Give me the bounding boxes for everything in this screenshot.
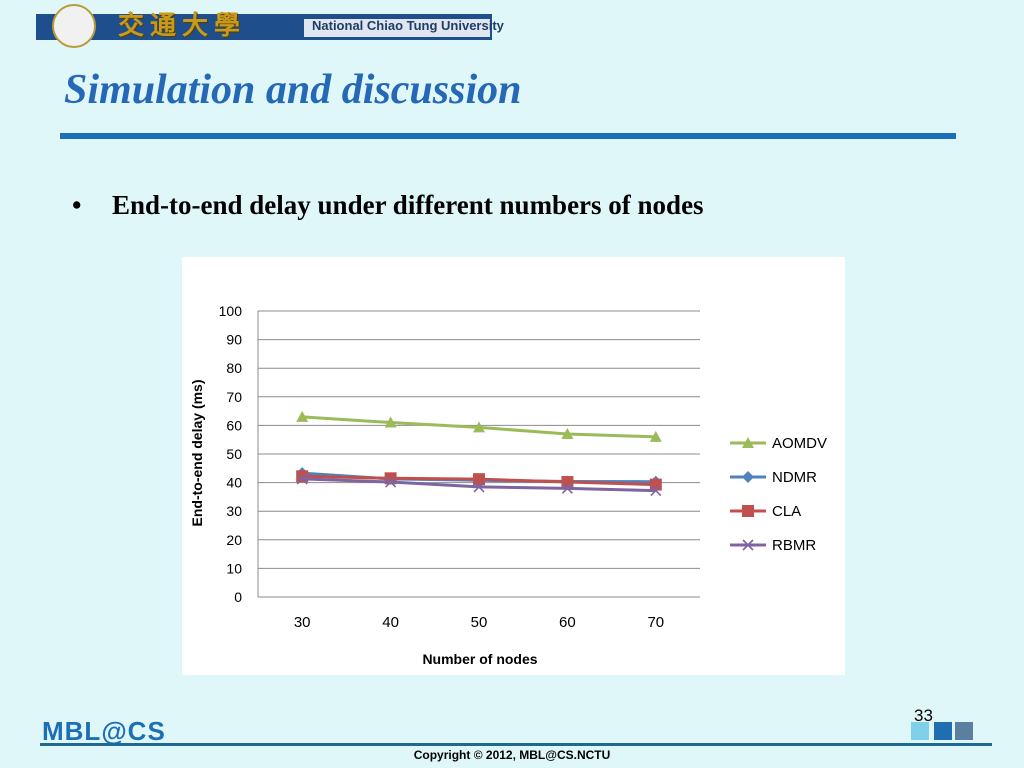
y-tick-label: 60 [226, 417, 242, 433]
point-rbmr [385, 476, 397, 488]
x-tick-label: 40 [382, 614, 399, 631]
bullet-marker: • [72, 190, 82, 220]
legend-label-rbmr: RBMR [772, 537, 816, 554]
x-axis-label: Number of nodes [422, 651, 537, 667]
y-tick-label: 20 [226, 532, 242, 548]
y-tick-label: 80 [226, 360, 242, 376]
footer-divider [40, 743, 992, 746]
point-aomdv [473, 421, 485, 433]
point-aomdv [561, 427, 574, 439]
y-axis-label: End-to-end delay (ms) [189, 379, 205, 526]
university-emblem-icon [52, 4, 96, 48]
point-aomdv [649, 430, 662, 442]
x-tick-label: 60 [559, 614, 576, 631]
decor-square-light [911, 722, 929, 740]
copyright-text: Copyright © 2012, MBL@CS.NCTU [413, 748, 611, 762]
slide-title: Simulation and discussion [64, 67, 522, 113]
x-tick-label: 70 [647, 614, 664, 631]
y-tick-label: 40 [226, 475, 242, 491]
decor-square-blue [934, 722, 952, 740]
page-number: 33 [914, 706, 933, 725]
legend-marker-aomdv [742, 437, 754, 448]
bullet-text: End-to-end delay under different numbers… [112, 190, 704, 220]
point-aomdv [384, 416, 397, 428]
chart-panel: 0 10 20 30 40 50 60 70 80 90 100 30 40 50 60 70 AOMDV N… [182, 257, 845, 675]
y-tick-label: 100 [219, 303, 243, 319]
point-rbmr [473, 481, 485, 493]
point-rbmr [561, 482, 573, 494]
y-tick-label: 30 [226, 503, 242, 519]
y-tick-label: 0 [234, 589, 242, 605]
point-rbmr [650, 485, 662, 497]
y-tick-label: 50 [226, 446, 242, 462]
legend-marker-cla [742, 505, 754, 517]
x-tick-label: 30 [294, 614, 311, 631]
university-banner: 交通大學 National Chiao Tung University [36, 4, 504, 48]
legend-label-cla: CLA [772, 503, 801, 520]
legend-label-ndmr: NDMR [772, 469, 817, 486]
y-tick-label: 10 [226, 560, 242, 576]
y-tick-label: 90 [226, 332, 242, 348]
decor-square-slate [955, 722, 973, 740]
point-cla [473, 473, 485, 486]
delay-line-chart: 0 10 20 30 40 50 60 70 80 90 100 30 40 50 60 70 AOMDV N… [189, 303, 827, 667]
legend-marker-ndmr [742, 471, 754, 483]
legend-marker-rbmr [742, 539, 754, 551]
university-name-cn: 交通大學 [118, 11, 247, 41]
bullet-point: • End-to-end delay under different number… [72, 190, 704, 221]
university-name-en: National Chiao Tung University [312, 18, 504, 33]
point-cla [561, 476, 574, 489]
y-tick-label: 70 [226, 389, 242, 405]
point-rbmr [296, 473, 308, 485]
title-divider [60, 133, 956, 139]
mbl-cs-logo: MBL@CS [42, 716, 166, 746]
point-cla [649, 478, 662, 491]
point-aomdv [296, 410, 309, 422]
legend-label-aomdv: AOMDV [772, 435, 827, 452]
x-tick-label: 50 [471, 614, 488, 631]
university-name-en-box [304, 19, 490, 37]
